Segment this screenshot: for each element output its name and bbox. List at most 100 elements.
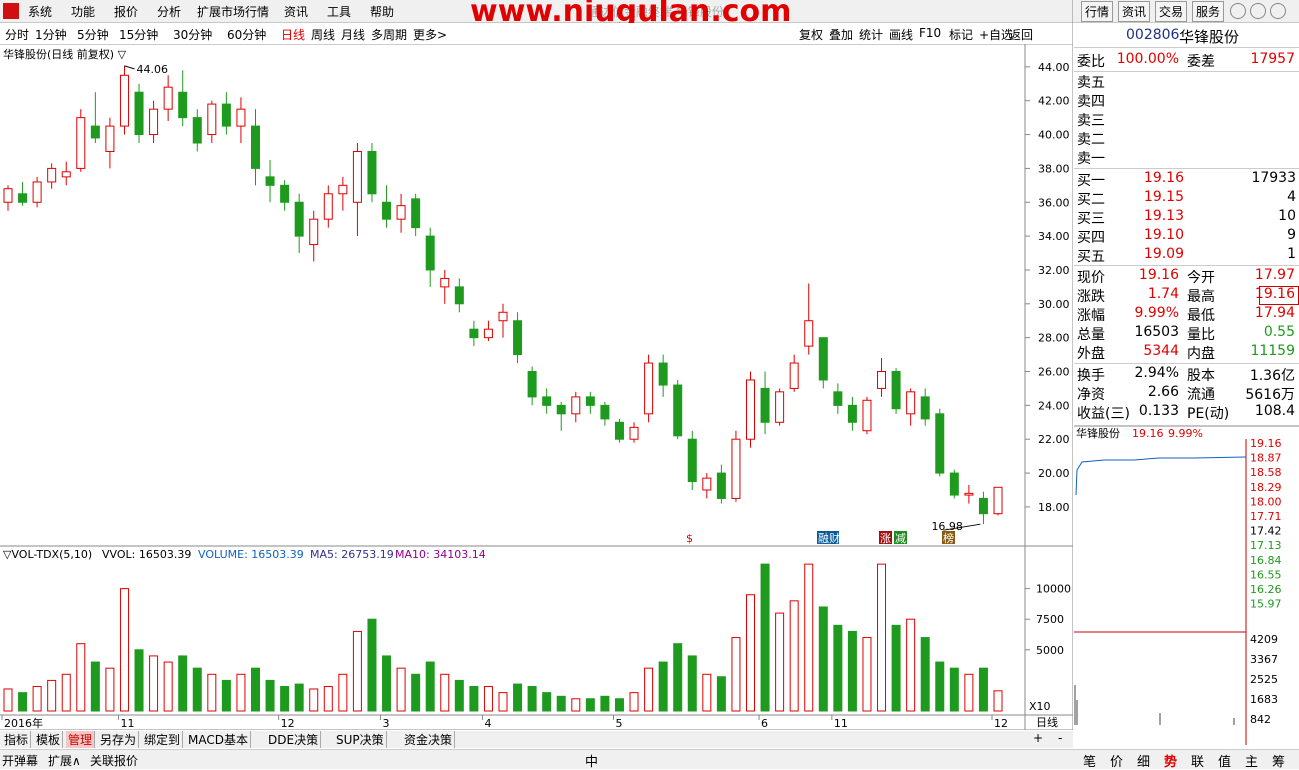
tool-button[interactable]: 返回 (1009, 28, 1034, 42)
volume-bar (76, 643, 86, 712)
quote-label: 换手 (1077, 368, 1105, 384)
top-button[interactable]: 行情 (1081, 1, 1114, 22)
candle-body (236, 108, 246, 127)
candle-body (221, 103, 231, 127)
status-item[interactable]: 关联报价 (90, 754, 139, 768)
mini-tab[interactable]: 筹 (1272, 755, 1286, 770)
status-item[interactable]: 开弹幕 (2, 754, 39, 768)
mini-price-label: 17.13 (1250, 539, 1282, 552)
period-tab[interactable]: 5分钟 (77, 28, 109, 42)
candle-body (964, 492, 974, 496)
zoom-out[interactable]: - (1058, 731, 1063, 745)
candle-body (207, 103, 217, 136)
sell-label: 卖三 (1077, 113, 1105, 129)
tool-tab[interactable]: 资金决策 (402, 731, 456, 748)
candle-body (425, 235, 435, 271)
tool-button[interactable]: 统计 (859, 28, 884, 42)
candle-body (440, 277, 450, 288)
volume-bar (18, 692, 28, 712)
status-item[interactable]: 扩展∧ (48, 754, 81, 768)
volume-bar (149, 655, 159, 712)
quote-value: 16503 (1134, 324, 1179, 340)
menu-item[interactable]: 帮助 (370, 5, 395, 19)
buy-price: 19.16 (1143, 170, 1184, 186)
candle-body (978, 497, 988, 515)
status-icon[interactable]: 中 (585, 755, 599, 770)
mini-tab[interactable]: 细 (1137, 755, 1151, 770)
menu-item[interactable]: 系统 (28, 5, 53, 19)
volume-bar (498, 692, 508, 712)
candle-body (542, 396, 552, 406)
candle-body (833, 391, 843, 406)
volume-bar (396, 667, 406, 712)
candle-body (338, 184, 348, 195)
top-button[interactable]: 资讯 (1118, 1, 1151, 22)
buy-label: 买一 (1077, 173, 1105, 189)
candle-body (294, 201, 304, 237)
period-tab[interactable]: 15分钟 (119, 28, 159, 42)
mini-tab[interactable]: 联 (1191, 755, 1205, 770)
menu-item[interactable]: 资讯 (284, 5, 309, 19)
tool-tab[interactable]: 模板 (34, 731, 64, 748)
mini-tab[interactable]: 笔 (1083, 755, 1097, 770)
period-tab[interactable]: 1分钟 (35, 28, 67, 42)
period-tab[interactable]: 多周期 (371, 28, 408, 42)
tool-tab[interactable]: 绑定到 (142, 731, 184, 748)
tool-button[interactable]: 叠加 (829, 28, 854, 42)
status-bar: 开弹幕 扩展∧ 关联报价 中 笔价细势联值主筹 (0, 749, 1299, 770)
menu-item[interactable]: 工具 (327, 5, 352, 19)
tool-tab[interactable]: DDE决策 (266, 731, 322, 748)
mini-vol-label: 2525 (1250, 673, 1278, 686)
y-tick-label: 22.00 (1038, 433, 1070, 446)
v-tick-label: 10000 (1036, 583, 1071, 596)
candle-body (644, 362, 654, 415)
quote-label: 今开 (1187, 270, 1215, 286)
mini-price-label: 16.26 (1250, 583, 1282, 596)
tool-button[interactable]: +自选 (979, 28, 1014, 42)
volume-bar (265, 679, 275, 712)
menu-item[interactable]: 功能 (71, 5, 96, 19)
volume-bar (542, 692, 552, 712)
mini-tab[interactable]: 主 (1245, 755, 1259, 770)
candle-body (556, 404, 566, 415)
menu-item[interactable]: 报价 (114, 5, 139, 19)
volume-bar (440, 673, 450, 712)
tool-tab[interactable]: SUP决策 (334, 731, 387, 748)
candle-body (119, 74, 129, 127)
volume-bar (119, 588, 129, 712)
top-button[interactable]: 服务 (1192, 1, 1225, 22)
volume-bar (760, 563, 770, 712)
candle-body (90, 125, 100, 139)
menu-item[interactable]: 分析 (157, 5, 182, 19)
period-tab[interactable]: 60分钟 (227, 28, 267, 42)
tool-button[interactable]: 画线 (889, 28, 914, 42)
quote-label: 净资 (1077, 387, 1105, 403)
tool-button[interactable]: 标记 (949, 28, 974, 42)
period-tab[interactable]: 日线 (281, 28, 306, 42)
buy-label: 买五 (1077, 249, 1105, 265)
period-note: 日线 (1036, 715, 1058, 729)
mini-tab[interactable]: 价 (1110, 755, 1124, 770)
candle-body (673, 384, 683, 437)
mini-vol-label: 3367 (1250, 653, 1278, 666)
tool-button[interactable]: 复权 (799, 28, 824, 42)
zoom-in[interactable]: + (1033, 731, 1044, 745)
period-tab[interactable]: 30分钟 (173, 28, 213, 42)
tool-tab[interactable]: MACD基本 (186, 731, 251, 748)
mini-tab[interactable]: 值 (1218, 755, 1232, 770)
window-controls[interactable] (1230, 3, 1296, 19)
period-tab[interactable]: 周线 (311, 28, 336, 42)
quote-label: 涨跌 (1077, 289, 1105, 305)
mini-tab[interactable]: 势 (1164, 755, 1178, 770)
candle-body (658, 362, 668, 386)
tool-tab[interactable]: 管理 (66, 731, 96, 748)
stock-code: 002806 (1126, 27, 1180, 43)
tool-tab[interactable]: 另存为 (98, 731, 140, 748)
period-tab[interactable]: 分时 (5, 28, 30, 42)
menu-item[interactable]: 扩展市场行情 (197, 5, 270, 19)
period-tab[interactable]: 更多> (413, 28, 448, 42)
tool-button[interactable]: F10 (919, 26, 942, 40)
tool-tab[interactable]: 指标 (2, 731, 32, 748)
period-tab[interactable]: 月线 (341, 28, 366, 42)
top-button[interactable]: 交易 (1155, 1, 1188, 22)
